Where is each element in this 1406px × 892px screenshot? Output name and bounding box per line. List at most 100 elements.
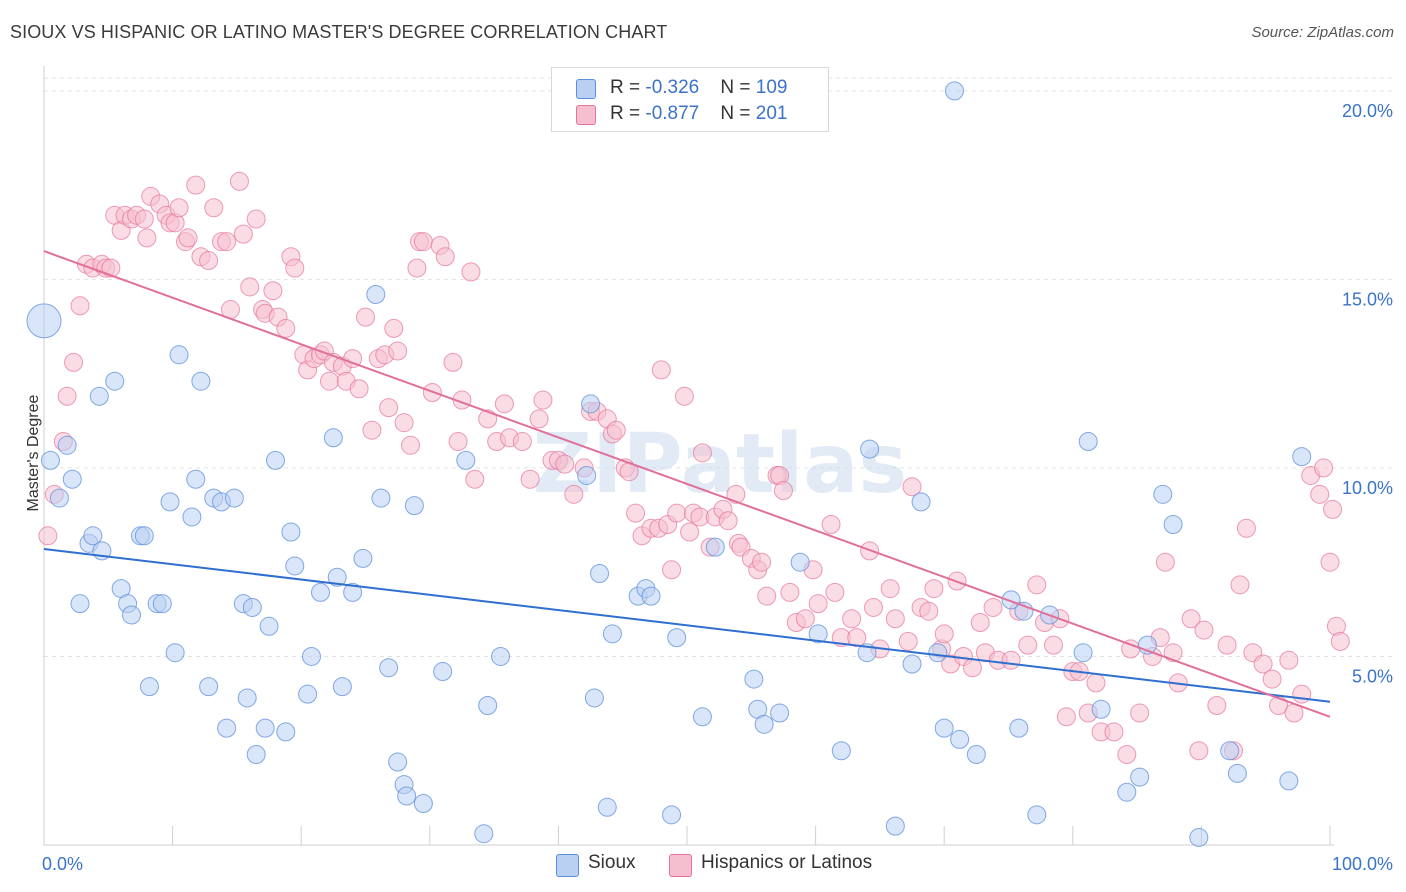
sioux-swatch bbox=[576, 79, 596, 99]
r-label: R = bbox=[610, 77, 646, 98]
hispanic-point bbox=[349, 379, 369, 399]
hispanic-swatch bbox=[576, 105, 596, 125]
hispanic-point bbox=[924, 579, 944, 599]
hispanic-point bbox=[1155, 552, 1175, 572]
hispanic-point bbox=[448, 432, 468, 452]
sioux-point bbox=[83, 526, 103, 546]
sioux-point bbox=[169, 345, 189, 365]
sioux-point bbox=[1227, 763, 1247, 783]
sioux-point bbox=[1189, 827, 1209, 847]
sioux-point bbox=[49, 488, 69, 508]
hispanic-point bbox=[842, 609, 862, 629]
hispanic-point bbox=[1056, 707, 1076, 727]
sioux-point bbox=[478, 695, 498, 715]
hispanic-point bbox=[263, 281, 283, 301]
r-label: R = bbox=[610, 103, 646, 124]
hispanic-point bbox=[64, 352, 84, 372]
hispanic-point bbox=[134, 209, 154, 229]
hispanic-point bbox=[1207, 695, 1227, 715]
hispanic-point bbox=[1117, 745, 1137, 765]
hispanic-point bbox=[413, 232, 433, 252]
sioux-point bbox=[343, 582, 363, 602]
sioux-point bbox=[246, 745, 266, 765]
sioux-point bbox=[1009, 718, 1029, 738]
sioux-point bbox=[590, 564, 610, 584]
sioux-point bbox=[584, 688, 604, 708]
hispanic-point bbox=[1230, 575, 1250, 595]
hispanic-point bbox=[757, 586, 777, 606]
hispanic-point bbox=[1253, 654, 1273, 674]
hispanic-point bbox=[902, 477, 922, 497]
sioux-point bbox=[70, 594, 90, 614]
hispanic-point bbox=[186, 175, 206, 195]
sioux-point bbox=[1078, 432, 1098, 452]
hispanic-point bbox=[1194, 620, 1214, 640]
hispanic-point bbox=[1236, 518, 1256, 538]
hispanic-point bbox=[388, 341, 408, 361]
sioux-point bbox=[285, 556, 305, 576]
sioux-point bbox=[1027, 805, 1047, 825]
hispanic-point bbox=[1262, 669, 1282, 689]
hispanic-point bbox=[847, 628, 867, 648]
sioux-point bbox=[413, 794, 433, 814]
hispanic-point bbox=[821, 514, 841, 534]
hispanic-point bbox=[520, 469, 540, 489]
hispanic-point bbox=[970, 613, 990, 633]
hispanic-point bbox=[1018, 635, 1038, 655]
hispanic-point bbox=[356, 307, 375, 327]
x-tick-label-max: 100.0% bbox=[1332, 854, 1393, 874]
hispanic-point bbox=[461, 262, 481, 282]
sioux-point bbox=[1279, 771, 1299, 791]
sioux-point bbox=[105, 371, 125, 391]
hispanic-point bbox=[199, 251, 219, 271]
sioux-point bbox=[182, 507, 202, 527]
sioux-points bbox=[26, 81, 1312, 847]
sioux-point bbox=[265, 450, 285, 470]
sioux-point bbox=[40, 450, 60, 470]
n-label: N = bbox=[720, 103, 756, 124]
sioux-point bbox=[353, 548, 373, 568]
sioux-point bbox=[255, 718, 275, 738]
sioux-point bbox=[327, 567, 347, 587]
sioux-point bbox=[1001, 590, 1021, 610]
hispanic-point bbox=[362, 420, 382, 440]
hispanic-point bbox=[276, 318, 296, 338]
grid-lines bbox=[44, 77, 1395, 657]
hispanic-point bbox=[983, 597, 1003, 617]
sioux-point bbox=[301, 646, 321, 666]
hispanic-point bbox=[443, 352, 463, 372]
sioux-point bbox=[928, 643, 948, 663]
n-value: 109 bbox=[755, 77, 788, 98]
hispanic-point bbox=[667, 503, 687, 523]
sioux-point bbox=[26, 303, 62, 339]
hispanic-point bbox=[217, 232, 237, 252]
hispanic-point bbox=[808, 594, 828, 614]
hispanic-point bbox=[1310, 484, 1330, 504]
x-tick-label-min: 0.0% bbox=[42, 854, 83, 874]
sioux-point bbox=[57, 435, 77, 455]
sioux-point bbox=[134, 526, 154, 546]
hispanic-point bbox=[863, 597, 883, 617]
sioux-point bbox=[808, 624, 828, 644]
sioux-point bbox=[217, 718, 237, 738]
sioux-point bbox=[1091, 699, 1111, 719]
sioux-trend-line bbox=[43, 548, 1331, 703]
sioux-point bbox=[191, 371, 211, 391]
sioux-point bbox=[160, 492, 180, 512]
r-value: -0.326 bbox=[645, 77, 700, 98]
hispanic-point bbox=[204, 198, 224, 218]
sioux-point bbox=[944, 81, 964, 101]
sioux-point bbox=[911, 492, 931, 512]
sioux-point bbox=[456, 450, 476, 470]
hispanic-point bbox=[285, 258, 305, 278]
hispanic-point bbox=[1086, 673, 1106, 693]
hispanic-point bbox=[1217, 635, 1237, 655]
sioux-point bbox=[1117, 782, 1137, 802]
sioux-point bbox=[89, 386, 109, 406]
y-tick-label: 10.0% bbox=[1342, 478, 1393, 498]
hispanic-point bbox=[246, 209, 266, 229]
hispanic-point bbox=[1104, 722, 1124, 742]
hispanic-point bbox=[240, 277, 260, 297]
hispanic-point bbox=[494, 394, 514, 414]
hispanic-point bbox=[70, 296, 90, 316]
